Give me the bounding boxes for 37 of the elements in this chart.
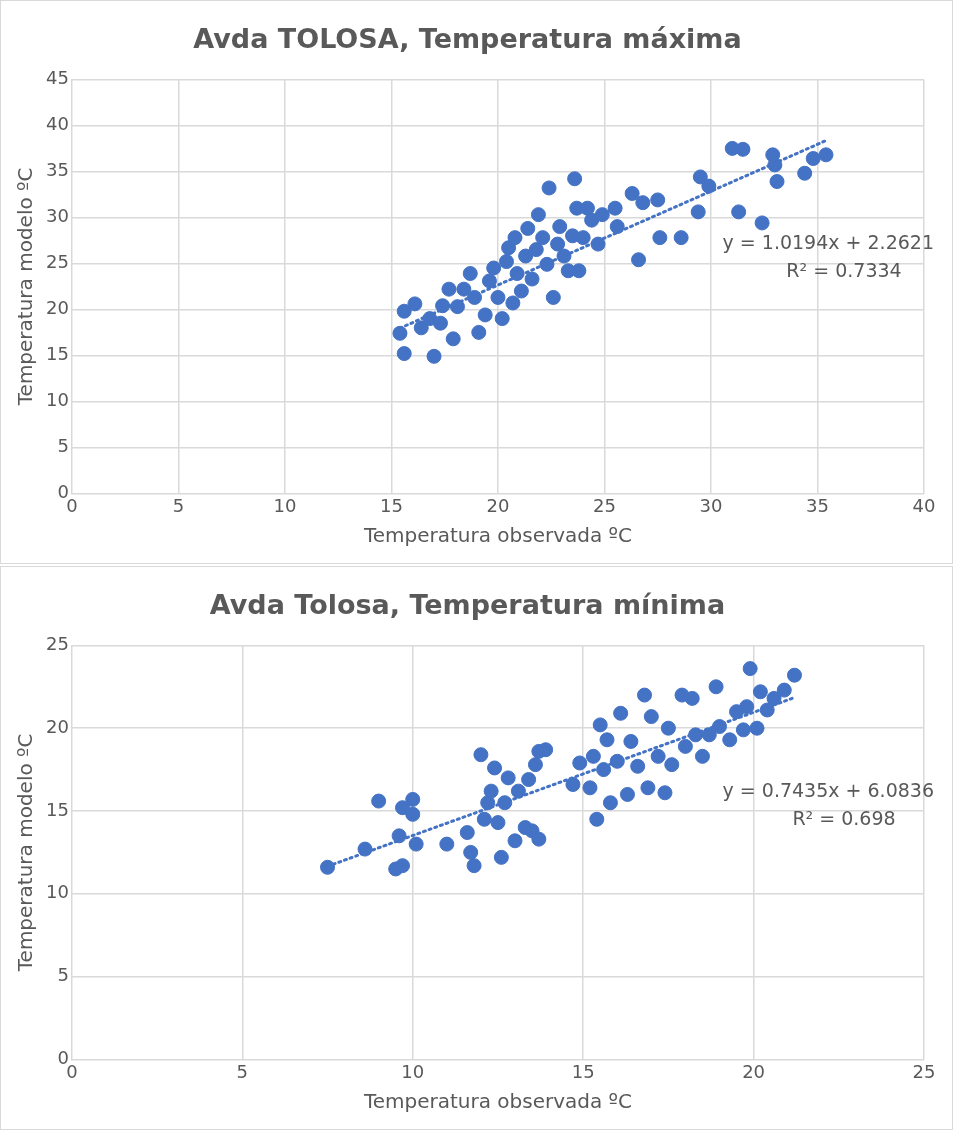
- y-tick-label: 20: [46, 297, 69, 319]
- y-tick-label: 10: [46, 389, 69, 411]
- y-tick-label: 40: [46, 113, 69, 135]
- x-tick-label: 40: [912, 494, 936, 516]
- annotation: y = 0.7435x + 6.0836: [722, 778, 934, 801]
- x-tick-label: 30: [699, 494, 723, 516]
- y-axis-title: Temperatura modelo ºC: [13, 167, 38, 407]
- y-tick-label: 45: [46, 67, 69, 89]
- y-tick-label: 25: [46, 251, 69, 273]
- x-tick-label: 15: [379, 494, 403, 516]
- y-tick-label: 5: [57, 435, 69, 457]
- x-axis-title: Temperatura observada ºC: [362, 523, 633, 548]
- y-tick-label: 35: [46, 159, 69, 181]
- y-tick-label: 30: [46, 205, 69, 227]
- x-tick-label: 5: [236, 1060, 249, 1082]
- y-tick-label: 15: [46, 798, 69, 820]
- y-axis-title: Temperatura modelo ºC: [13, 733, 38, 973]
- x-tick-label: 20: [742, 1060, 766, 1082]
- x-axis-title: Temperatura observada ºC: [362, 1089, 633, 1114]
- x-tick-label: 25: [912, 1060, 936, 1082]
- y-tick-label: 5: [57, 964, 69, 986]
- annotation: R² = 0.7334: [786, 259, 902, 282]
- x-tick-label: 35: [806, 494, 829, 516]
- chart-title: Avda Tolosa, Temperatura mínima: [209, 589, 726, 621]
- y-tick-label: 15: [46, 343, 69, 365]
- x-tick-label: 15: [571, 1060, 595, 1082]
- y-tick-label: 25: [46, 633, 69, 655]
- y-tick-label: 10: [46, 881, 69, 903]
- x-tick-label: 20: [486, 494, 510, 516]
- x-tick-label: 10: [401, 1060, 425, 1082]
- x-tick-label: 10: [273, 494, 297, 516]
- chart-title: Avda TOLOSA, Temperatura máxima: [193, 23, 742, 55]
- x-tick-label: 5: [172, 494, 185, 516]
- annotation: R² = 0.698: [792, 806, 896, 829]
- x-tick-label: 25: [593, 494, 616, 516]
- annotation: y = 1.0194x + 2.2621: [722, 231, 934, 254]
- y-tick-label: 20: [46, 715, 69, 737]
